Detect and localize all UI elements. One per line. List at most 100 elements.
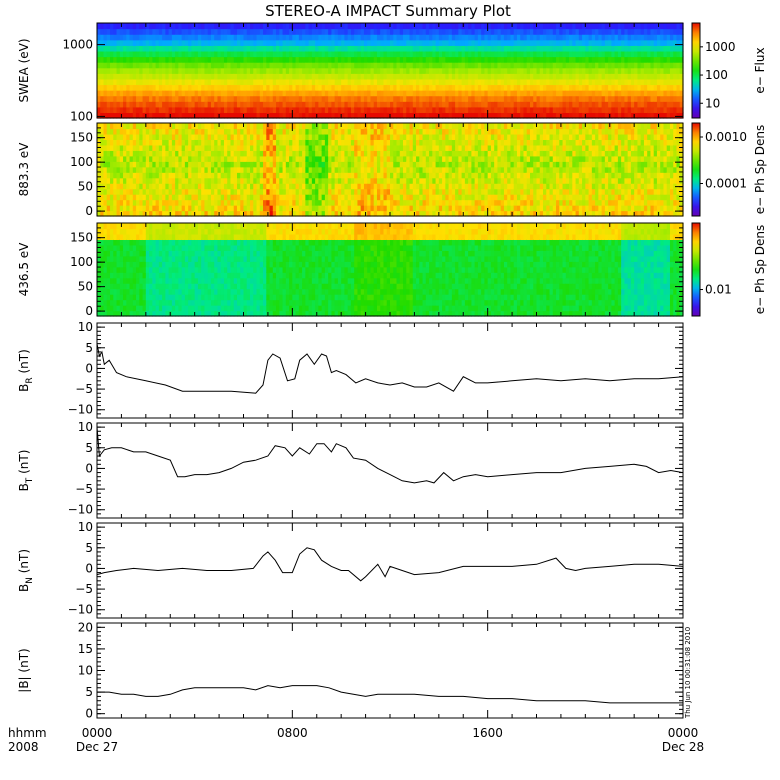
swea-cell (539, 84, 544, 91)
pad883-cell (233, 155, 238, 162)
swea-cell (132, 106, 137, 114)
pad883-cell (168, 172, 173, 179)
swea-cell (390, 101, 394, 108)
swea-cell (289, 39, 293, 46)
swea-cell (403, 34, 407, 41)
swea-cell (650, 45, 655, 52)
pad883-cell (367, 128, 372, 135)
swea-cell (464, 78, 469, 86)
swea-cell (158, 112, 163, 119)
swea-colorbar-tick-label: 10 (705, 96, 720, 110)
swea-cell (416, 50, 420, 58)
swea-cell (409, 28, 414, 35)
swea-cell (617, 23, 622, 30)
pad883-cell (263, 166, 267, 173)
pad883-cell (233, 161, 238, 168)
swea-cell (204, 45, 209, 52)
swea-cell (194, 73, 199, 80)
swea-cell (653, 84, 658, 91)
swea-cell (162, 34, 166, 41)
swea-cell (484, 28, 489, 35)
swea-cell (165, 28, 170, 35)
swea-cell (354, 101, 359, 108)
pad883-cell (344, 150, 349, 157)
swea-cell (569, 50, 573, 58)
pad883-cell (285, 205, 290, 212)
swea-cell (210, 84, 215, 91)
swea-cell (155, 39, 160, 46)
pad883-cell (132, 128, 137, 135)
swea-cell (168, 45, 173, 52)
swea-cell (302, 62, 306, 69)
pad883-cell (152, 144, 157, 151)
swea-cell (497, 73, 502, 80)
swea-cell (315, 39, 319, 46)
pad883-cell (119, 166, 124, 173)
swea-cell (575, 78, 580, 86)
swea-cell (194, 34, 199, 41)
pad883-cell (204, 194, 209, 201)
swea-cell (422, 67, 427, 74)
pad883-cell (259, 194, 264, 201)
swea-cell (403, 95, 407, 102)
swea-cell (136, 34, 140, 41)
swea-cell (175, 45, 179, 52)
swea-cell (145, 95, 150, 102)
pad883-cell (337, 128, 342, 135)
swea-cell (302, 28, 306, 35)
pad883-cell (305, 199, 310, 206)
swea-cell (406, 101, 411, 108)
swea-cell (305, 39, 310, 46)
swea-cell (279, 78, 284, 86)
swea-cell (598, 73, 603, 80)
pad883-cell (214, 166, 219, 173)
swea-cell (653, 34, 658, 41)
pad883-cell (334, 133, 339, 141)
swea-cell (679, 56, 684, 63)
swea-cell (591, 78, 596, 86)
swea-cell (285, 56, 290, 63)
swea-cell (647, 112, 652, 119)
swea-cell (279, 67, 284, 74)
swea-cell (471, 50, 476, 58)
swea-cell (230, 106, 235, 114)
swea-cell (168, 95, 173, 102)
swea-cell (363, 95, 368, 102)
swea-cell (142, 28, 147, 35)
pad883-cell (321, 205, 326, 212)
pad883-cell (230, 144, 235, 151)
pad883-cell (197, 139, 202, 146)
swea-cell (588, 106, 593, 114)
pad883-cell (311, 172, 316, 179)
swea-cell (145, 78, 150, 86)
pad883-cell (220, 139, 225, 146)
swea-cell (263, 56, 267, 63)
pad883-cell (321, 150, 326, 157)
swea-cell (507, 45, 512, 52)
pad883-cell (132, 139, 137, 146)
swea-cell (191, 67, 196, 74)
swea-cell (376, 50, 381, 58)
swea-cell (643, 39, 648, 46)
swea-cell (650, 95, 655, 102)
swea-cell (100, 45, 105, 52)
pad883-cell (197, 150, 202, 157)
swea-cell (393, 50, 398, 58)
pad883-cell (191, 205, 196, 212)
swea-cell (236, 62, 241, 69)
pad883-cell (210, 123, 215, 130)
swea-cell (409, 78, 414, 86)
swea-cell (559, 34, 564, 41)
pad883-cell (214, 188, 219, 195)
pad883-cell (269, 166, 274, 173)
swea-cell (311, 62, 316, 69)
swea-cell (240, 112, 245, 119)
swea-cell (556, 90, 560, 97)
swea-cell (240, 67, 245, 74)
pad883-cell (250, 183, 254, 190)
swea-cell (337, 73, 342, 80)
swea-cell (543, 45, 547, 52)
swea-cell (132, 95, 137, 102)
pad883-cell (334, 123, 339, 130)
swea-cell (406, 50, 411, 58)
